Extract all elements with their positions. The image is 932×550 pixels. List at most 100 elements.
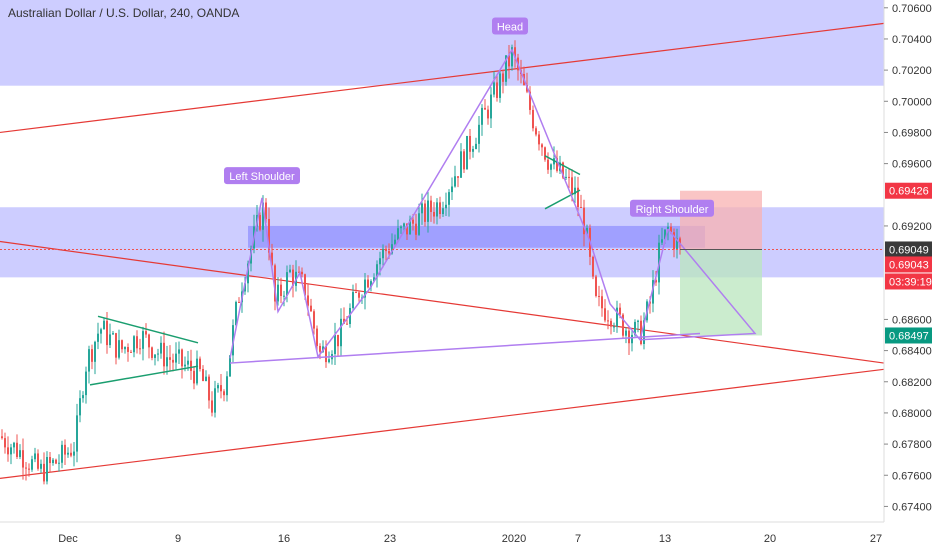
candle-body xyxy=(85,371,87,396)
candle xyxy=(400,225,402,234)
candle xyxy=(643,312,645,350)
candle xyxy=(148,333,150,359)
candle xyxy=(496,74,498,102)
candle-body xyxy=(568,176,570,178)
y-tick-label: 0.69800 xyxy=(892,127,932,139)
candle-body xyxy=(103,320,105,330)
candle xyxy=(661,227,663,246)
candle xyxy=(424,199,426,227)
candle-body xyxy=(205,376,207,381)
candle xyxy=(67,447,69,458)
lower-trend-line xyxy=(0,368,885,479)
candle-body xyxy=(430,200,432,212)
candle-body xyxy=(136,336,138,349)
middle-trend-line xyxy=(0,240,885,364)
candle xyxy=(160,336,162,359)
candle-body xyxy=(199,358,201,370)
price-badge-1: 0.69426 xyxy=(889,186,929,198)
candle-body xyxy=(283,295,285,297)
candle-body xyxy=(208,376,210,401)
head-shoulders-pattern xyxy=(229,48,669,359)
wedge-upper-line xyxy=(544,155,581,176)
candle xyxy=(28,463,30,477)
pattern-label-box-3 xyxy=(630,199,714,217)
candle xyxy=(538,131,540,151)
candle xyxy=(631,329,633,352)
candle-body xyxy=(187,360,189,365)
candle xyxy=(601,289,603,317)
candle xyxy=(178,341,180,364)
candle-body xyxy=(373,277,375,282)
candle-body xyxy=(511,47,513,67)
candle-body xyxy=(202,369,204,381)
candle xyxy=(313,309,315,335)
y-tick-label: 0.68400 xyxy=(892,346,932,358)
candle-body xyxy=(412,219,414,224)
candle xyxy=(364,272,366,310)
candle-body xyxy=(445,204,447,209)
candle-body xyxy=(463,151,465,170)
candle-body xyxy=(148,334,150,348)
candle-body xyxy=(616,307,618,327)
candle-body xyxy=(436,202,438,217)
candle-body xyxy=(34,453,36,460)
flag-lower-line xyxy=(89,365,199,386)
candle xyxy=(382,244,384,268)
candle-body xyxy=(262,202,264,230)
candle-body xyxy=(583,207,585,235)
candle xyxy=(310,298,312,312)
candle-body xyxy=(19,450,21,457)
candle xyxy=(433,202,435,224)
candle-body xyxy=(37,453,39,469)
candle-body xyxy=(7,447,9,455)
candle-body xyxy=(667,226,669,230)
candle xyxy=(139,338,141,355)
pattern-label-2: Head xyxy=(497,21,523,33)
pattern-label-box-1 xyxy=(224,167,300,185)
candle xyxy=(76,403,78,463)
candle-body xyxy=(337,334,339,347)
candle xyxy=(121,339,123,353)
candle-body xyxy=(346,323,348,325)
candle xyxy=(613,322,615,332)
candle-body xyxy=(97,333,99,342)
candle-body xyxy=(139,348,141,350)
candle-body xyxy=(211,400,213,413)
candle xyxy=(340,308,342,356)
candle-body xyxy=(217,385,219,389)
candle-body xyxy=(454,176,456,187)
candle xyxy=(673,228,675,258)
candle-body xyxy=(298,271,300,273)
candle xyxy=(136,330,138,354)
candle xyxy=(115,332,117,365)
candle-body xyxy=(196,358,198,384)
candle-body xyxy=(481,107,483,125)
candle xyxy=(238,297,240,303)
candle xyxy=(352,284,354,310)
candle-body xyxy=(271,252,273,266)
candle-body xyxy=(58,462,60,464)
candle xyxy=(61,440,63,469)
candle xyxy=(94,340,96,375)
candle-body xyxy=(166,357,168,367)
candle-body xyxy=(595,276,597,296)
candle-body xyxy=(397,228,399,240)
candle-body xyxy=(370,281,372,288)
candle xyxy=(34,447,36,463)
candle xyxy=(196,350,198,386)
candle-body xyxy=(562,162,564,178)
candle-body xyxy=(40,463,42,469)
candle-body xyxy=(175,353,177,363)
candle-body xyxy=(313,311,315,329)
candle-body xyxy=(451,186,453,193)
candle xyxy=(205,370,207,382)
candle xyxy=(79,390,81,423)
candle-body xyxy=(130,351,132,353)
candle-body xyxy=(157,353,159,355)
candle-body xyxy=(391,244,393,254)
candle xyxy=(154,354,156,366)
candle-body xyxy=(307,295,309,306)
candle-body xyxy=(43,463,45,482)
y-tick-label: 0.70000 xyxy=(892,96,932,108)
